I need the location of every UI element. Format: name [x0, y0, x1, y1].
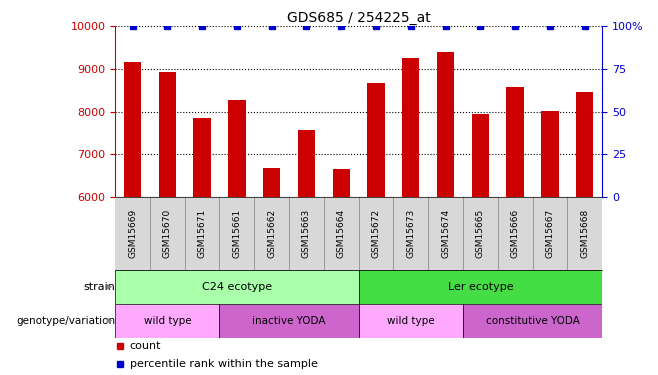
- Text: GSM15663: GSM15663: [302, 209, 311, 258]
- Bar: [115, 304, 220, 338]
- Text: GSM15664: GSM15664: [337, 209, 345, 258]
- Bar: [437, 52, 454, 375]
- Title: GDS685 / 254225_at: GDS685 / 254225_at: [287, 11, 430, 25]
- Text: percentile rank within the sample: percentile rank within the sample: [130, 359, 318, 369]
- Text: GSM15671: GSM15671: [197, 209, 207, 258]
- Text: GSM15673: GSM15673: [406, 209, 415, 258]
- Bar: [115, 270, 359, 304]
- Bar: [463, 304, 602, 338]
- Text: constitutive YODA: constitutive YODA: [486, 316, 580, 326]
- Bar: [541, 111, 559, 375]
- Text: GSM15669: GSM15669: [128, 209, 137, 258]
- Text: count: count: [130, 341, 161, 351]
- Bar: [193, 118, 211, 375]
- Bar: [263, 168, 280, 375]
- Bar: [576, 92, 594, 375]
- Bar: [124, 62, 141, 375]
- Bar: [472, 114, 489, 375]
- Bar: [507, 87, 524, 375]
- Bar: [332, 169, 350, 375]
- Text: wild type: wild type: [387, 316, 434, 326]
- Text: Ler ecotype: Ler ecotype: [447, 282, 513, 292]
- Text: genotype/variation: genotype/variation: [16, 316, 115, 326]
- Text: C24 ecotype: C24 ecotype: [202, 282, 272, 292]
- Text: inactive YODA: inactive YODA: [252, 316, 326, 326]
- Text: GSM15665: GSM15665: [476, 209, 485, 258]
- Text: wild type: wild type: [143, 316, 191, 326]
- Text: GSM15666: GSM15666: [511, 209, 520, 258]
- Bar: [367, 82, 385, 375]
- Bar: [402, 58, 420, 375]
- Text: strain: strain: [84, 282, 115, 292]
- Bar: [359, 270, 602, 304]
- Text: GSM15674: GSM15674: [441, 209, 450, 258]
- Text: GSM15662: GSM15662: [267, 209, 276, 258]
- Text: GSM15667: GSM15667: [545, 209, 555, 258]
- Bar: [228, 100, 245, 375]
- Text: GSM15672: GSM15672: [372, 209, 380, 258]
- Text: GSM15670: GSM15670: [163, 209, 172, 258]
- Bar: [359, 304, 463, 338]
- Bar: [297, 130, 315, 375]
- Bar: [159, 72, 176, 375]
- Bar: [220, 304, 359, 338]
- Text: GSM15668: GSM15668: [580, 209, 589, 258]
- Text: GSM15661: GSM15661: [232, 209, 241, 258]
